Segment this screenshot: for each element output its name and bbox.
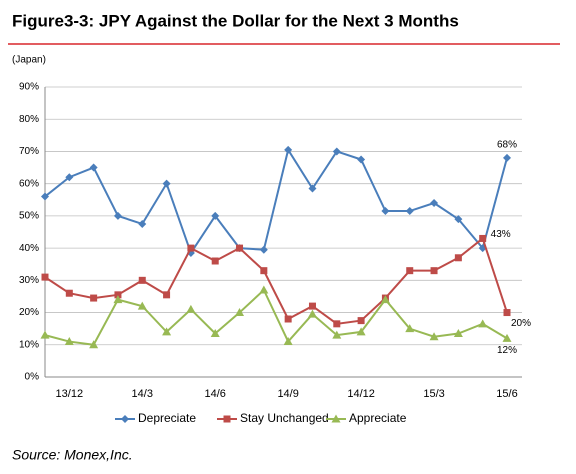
point (332, 147, 341, 156)
y-tick-label: 40% (19, 243, 39, 254)
point (283, 337, 293, 346)
point (454, 215, 463, 224)
point (284, 145, 293, 154)
point (121, 415, 129, 423)
point (357, 155, 366, 164)
point (163, 291, 171, 299)
x-tick-label: 14/3 (132, 388, 153, 400)
value-label: 68% (497, 140, 517, 151)
point (89, 163, 98, 172)
point (90, 294, 98, 302)
point (162, 179, 171, 188)
point (260, 267, 268, 275)
y-tick-label: 60% (19, 178, 39, 189)
point (89, 340, 99, 349)
point (356, 327, 366, 336)
point (235, 308, 245, 317)
y-tick-label: 50% (19, 211, 39, 222)
point (138, 219, 147, 228)
subtitle: (Japan) (12, 55, 46, 66)
point (405, 324, 415, 333)
legend-label: Stay Unchanged (240, 411, 329, 425)
series-line (44, 236, 508, 325)
point (210, 329, 220, 337)
point (284, 315, 292, 323)
point (307, 309, 317, 318)
point (65, 173, 74, 182)
x-tick-label: 14/12 (347, 388, 375, 400)
x-tick-label: 13/12 (56, 388, 84, 400)
point (40, 330, 50, 339)
point (430, 267, 438, 275)
point (453, 329, 463, 337)
point (113, 211, 122, 220)
point (308, 184, 317, 193)
point (137, 301, 147, 310)
point (430, 199, 439, 207)
point (357, 317, 365, 325)
point (332, 330, 342, 339)
point (113, 295, 123, 304)
point (381, 207, 390, 216)
y-tick-label: 30% (19, 275, 39, 286)
x-tick-label: 15/6 (496, 388, 517, 400)
point (211, 211, 220, 220)
x-tick-label: 15/3 (423, 388, 444, 400)
point (186, 304, 196, 313)
value-label: 12% (497, 345, 517, 356)
point (333, 320, 341, 328)
y-tick-label: 0% (25, 372, 40, 383)
point (236, 244, 244, 252)
source: Source: Monex,Inc. (12, 447, 133, 463)
legend-label: Appreciate (349, 411, 407, 425)
point (187, 244, 195, 252)
point (65, 289, 73, 297)
chart-title: Figure3-3: JPY Against the Dollar for th… (12, 11, 459, 30)
point (380, 295, 390, 304)
point (405, 207, 414, 216)
point (223, 415, 231, 423)
x-tick-label: 14/9 (277, 388, 298, 400)
y-tick-label: 20% (19, 307, 39, 318)
point (259, 285, 269, 294)
value-label: 20% (511, 318, 531, 329)
point (259, 245, 268, 254)
y-tick-label: 10% (19, 339, 39, 350)
y-tick-label: 80% (19, 114, 39, 125)
value-label: 43% (491, 229, 511, 240)
point (331, 414, 341, 423)
point (503, 153, 511, 162)
series-line (44, 147, 508, 256)
x-tick-label: 14/6 (204, 388, 225, 400)
point (114, 291, 122, 299)
point (308, 302, 316, 310)
y-tick-label: 90% (19, 82, 39, 93)
point (138, 276, 146, 284)
point (406, 267, 414, 275)
point (64, 337, 74, 346)
point (479, 234, 487, 242)
point (503, 309, 511, 317)
point (162, 327, 172, 336)
legend-label: Depreciate (138, 411, 196, 425)
point (429, 332, 439, 341)
point (211, 257, 219, 265)
y-tick-label: 70% (19, 146, 39, 157)
series-line (44, 288, 508, 346)
point (502, 333, 512, 342)
point (454, 254, 462, 262)
point (478, 319, 488, 328)
point (41, 273, 49, 281)
point (41, 192, 49, 201)
